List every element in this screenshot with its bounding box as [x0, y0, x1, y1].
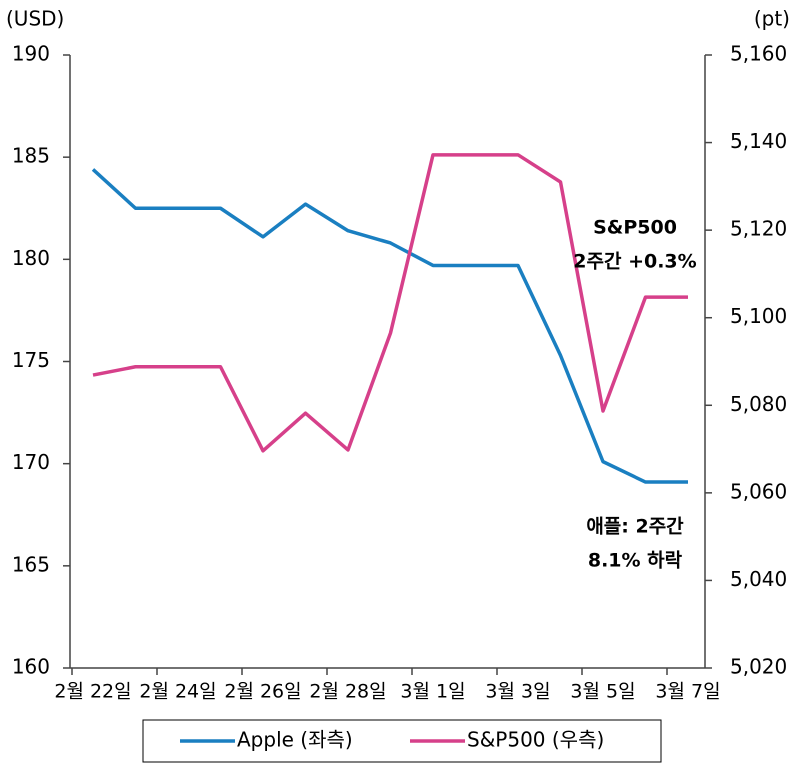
y2-tick-label: 5,120 — [730, 217, 787, 241]
y2-tick-label: 5,140 — [730, 129, 787, 153]
y-tick-label: 180 — [12, 246, 50, 270]
x-tick-label: 2월 28일 — [309, 681, 386, 703]
x-tick-label: 3월 5일 — [570, 681, 635, 703]
y2-tick-label: 5,040 — [730, 567, 787, 591]
y2-tick-label: 5,100 — [730, 304, 787, 328]
y-axis-label: (USD) — [6, 7, 64, 31]
y2-tick-label: 5,020 — [730, 655, 787, 679]
y2-tick-label: 5,080 — [730, 392, 787, 416]
y2-axis-label: (pt) — [754, 7, 790, 31]
y-tick-label: 190 — [12, 42, 50, 66]
y-tick-label: 165 — [12, 552, 50, 576]
legend-box — [142, 719, 662, 763]
series-line — [91, 168, 688, 484]
y2-tick-label: 5,060 — [730, 479, 787, 503]
legend-label: S&P500 (우측) — [467, 728, 604, 752]
y-tick-label: 175 — [12, 348, 50, 372]
x-tick-label: 3월 1일 — [400, 681, 465, 703]
y-tick-label: 170 — [12, 450, 50, 474]
legend-label: Apple (좌측) — [237, 728, 353, 752]
x-tick-label: 3월 7일 — [655, 681, 720, 703]
x-tick-label: 2월 22일 — [54, 681, 131, 703]
x-tick-label: 2월 26일 — [224, 681, 301, 703]
y-tick-label: 185 — [12, 144, 50, 168]
y-tick-label: 160 — [12, 655, 50, 679]
annotation: 애플: 2주간 — [586, 516, 684, 538]
series-line — [92, 153, 688, 453]
annotation: S&P500 — [593, 217, 677, 239]
annotation: 8.1% 하락 — [588, 550, 683, 572]
x-tick-label: 2월 24일 — [139, 681, 216, 703]
annotation: 2주간 +0.3% — [573, 251, 696, 273]
x-tick-label: 3월 3일 — [485, 681, 550, 703]
y2-tick-label: 5,160 — [730, 42, 787, 66]
